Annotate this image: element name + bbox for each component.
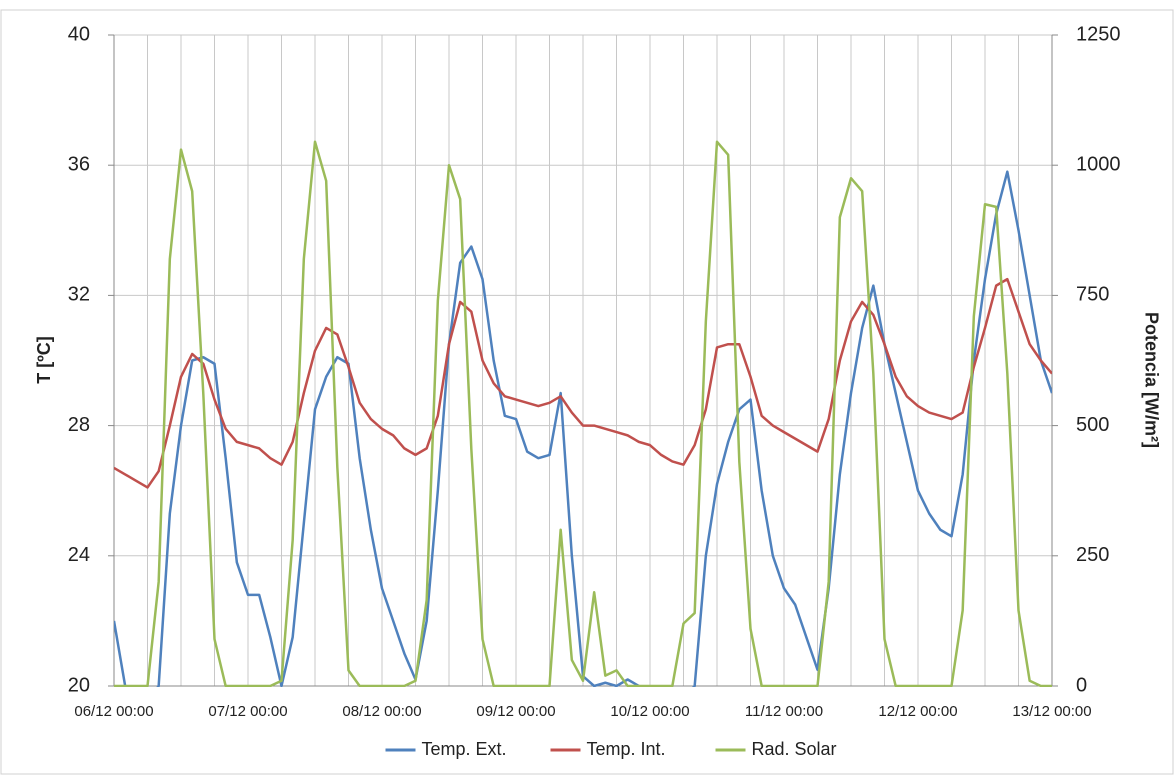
plot-area [114, 140, 1052, 687]
x-tick-label: 12/12 00:00 [878, 703, 957, 720]
y2-tick-label: 250 [1076, 544, 1109, 566]
y2-tick-label: 0 [1076, 674, 1087, 696]
x-tick-label: 08/12 00:00 [342, 703, 421, 720]
x-tick-label: 09/12 00:00 [476, 703, 555, 720]
y2-tick-label: 1000 [1076, 153, 1121, 175]
y-axis-title: T [ºC] [34, 336, 54, 384]
y-tick-label: 20 [68, 674, 90, 696]
y2-tick-label: 750 [1076, 284, 1109, 306]
x-tick-label: 10/12 00:00 [610, 703, 689, 720]
y2-axis-title: Potencia [W/m²] [1141, 312, 1161, 448]
legend-label: Temp. Ext. [422, 739, 507, 759]
x-tick-label: 07/12 00:00 [208, 703, 287, 720]
y-tick-label: 40 [68, 23, 90, 45]
x-tick-label: 11/12 00:00 [745, 703, 823, 720]
y-tick-label: 36 [68, 153, 90, 175]
x-tick-label: 13/12 00:00 [1012, 703, 1091, 720]
y2-tick-label: 500 [1076, 414, 1109, 436]
y-tick-label: 32 [68, 284, 90, 306]
series-line [114, 277, 1052, 489]
y2-tick-label: 1250 [1076, 23, 1121, 45]
y-tick-label: 28 [68, 414, 90, 436]
legend-label: Temp. Int. [587, 739, 666, 759]
y-tick-label: 24 [68, 544, 90, 566]
series-line [114, 140, 1052, 687]
x-tick-label: 06/12 00:00 [74, 703, 153, 720]
legend-label: Rad. Solar [752, 739, 837, 759]
